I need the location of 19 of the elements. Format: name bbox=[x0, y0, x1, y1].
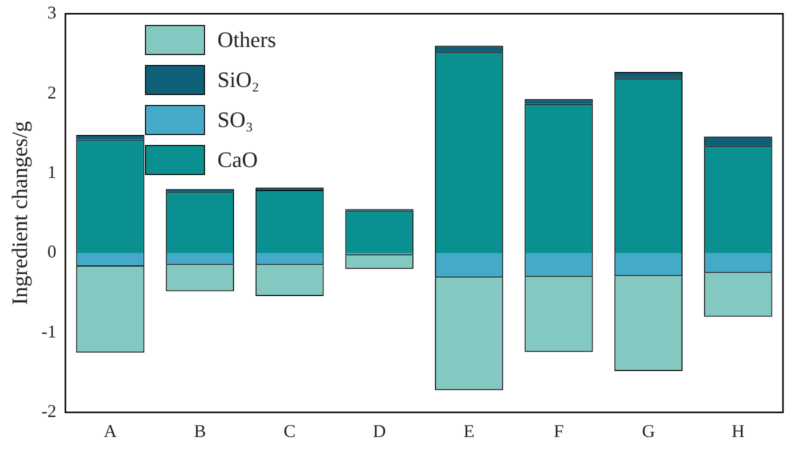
x-tick-label: D bbox=[372, 420, 386, 441]
x-tick-label: A bbox=[104, 420, 117, 441]
y-tick-label: 0 bbox=[47, 242, 56, 262]
legend-label: SiO₂ bbox=[217, 66, 260, 93]
y-tick-label: -1 bbox=[41, 321, 56, 342]
legend-label: CaO bbox=[217, 146, 258, 173]
y-tick-label: -2 bbox=[41, 401, 56, 422]
x-tick-label: H bbox=[732, 420, 745, 441]
x-tick-label: C bbox=[284, 420, 296, 441]
legend-label: SO₃ bbox=[217, 106, 254, 133]
legend-label: Others bbox=[217, 26, 276, 53]
y-tick-label: 1 bbox=[47, 162, 56, 182]
x-tick-label: B bbox=[194, 420, 206, 441]
y-axis-title: Ingredient changes/g bbox=[6, 121, 32, 306]
y-tick-label: 2 bbox=[47, 82, 56, 102]
x-tick-label: G bbox=[642, 420, 655, 441]
x-tick-label: F bbox=[554, 420, 564, 441]
y-tick-label: 3 bbox=[47, 2, 56, 23]
x-tick-label: E bbox=[464, 420, 475, 441]
